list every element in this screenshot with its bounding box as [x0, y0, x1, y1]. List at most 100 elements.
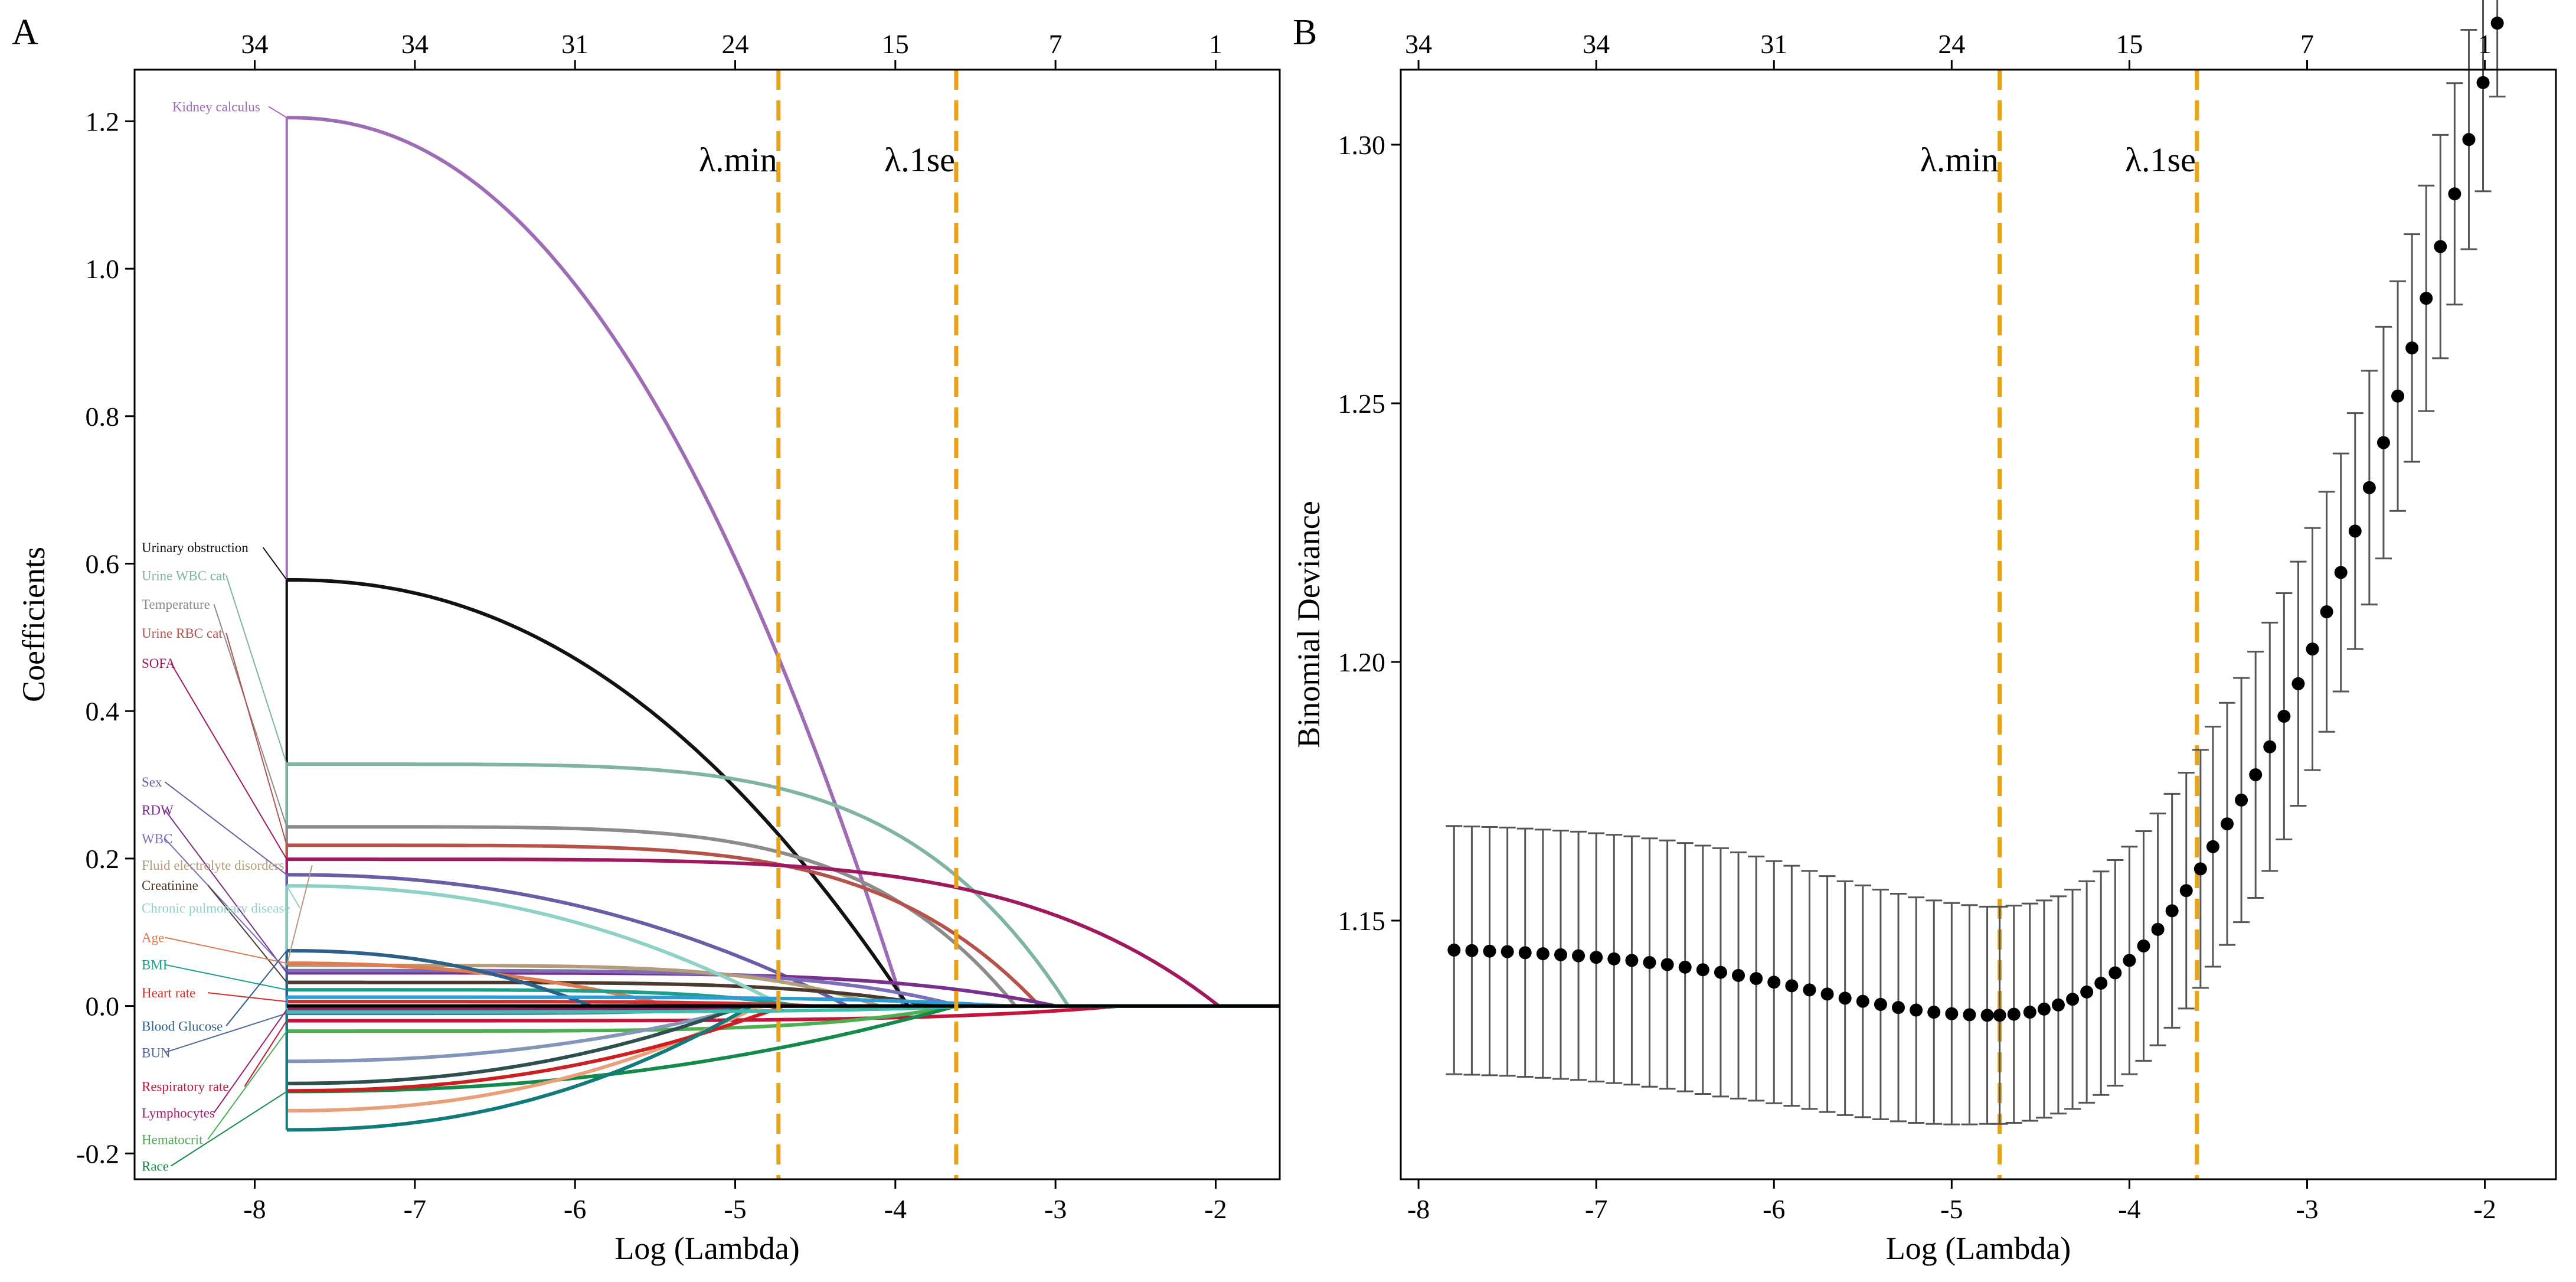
deviance-point — [1678, 960, 1692, 974]
b-x-axis-title: Log (Lambda) — [1886, 1231, 2071, 1266]
a-y-tick-label: 0.0 — [86, 991, 120, 1022]
urine-rbc-cat-path — [286, 843, 1280, 1008]
deviance-point — [2490, 17, 2504, 30]
lambda-reference-lines: λ.min λ.1se — [699, 70, 959, 1179]
deviance-point — [1607, 952, 1621, 965]
a-y-tick-label: -0.2 — [76, 1139, 119, 1169]
deviance-point — [2476, 76, 2490, 89]
b-x-tick-label: -7 — [1585, 1194, 1607, 1224]
variable-label-leader — [225, 632, 287, 846]
b-y-axis-title: Binomial Deviance — [1291, 501, 1326, 748]
deviance-point — [2165, 904, 2179, 918]
a-x-tick-label: -6 — [564, 1194, 586, 1224]
a-y-tick-label: 0.8 — [86, 402, 120, 432]
deviance-point — [2123, 954, 2136, 967]
deviance-point — [2434, 240, 2447, 253]
variable-label: Race — [142, 1159, 169, 1174]
deviance-point — [2263, 740, 2277, 753]
variable-label: Age — [142, 930, 164, 945]
deviance-point — [2320, 605, 2333, 619]
variable-label: SOFA — [142, 656, 175, 671]
coefficient-path-chart: λ.min λ.1se Kidney calculus Urinary obstru… — [16, 29, 1281, 1266]
a-y-axis-title: Coefficients — [16, 547, 51, 702]
axes-b: -8 -7 -6 -5 -4 -3 -2 34 34 31 24 15 7 1 1.15 1.20 1.25 1.… — [1291, 29, 2557, 1266]
a-top-tick-label: 15 — [882, 29, 909, 59]
a-lambda-1se-label: λ.1se — [884, 141, 955, 179]
variable-label: Kidney calculus — [172, 99, 260, 114]
a-top-tick-label: 24 — [721, 29, 748, 59]
variable-label: Urinary obstruction — [142, 540, 249, 555]
a-top-tick-label: 1 — [1209, 29, 1222, 59]
deviance-point — [2362, 481, 2376, 494]
deviance-point — [2023, 1006, 2036, 1019]
urinary-obstruction-path — [286, 578, 1280, 1008]
deviance-point — [2405, 341, 2419, 355]
deviance-point — [1696, 963, 1709, 977]
deviance-point — [1820, 987, 1834, 1001]
deviance-point — [2448, 187, 2461, 201]
deviance-point — [2348, 524, 2362, 538]
axes-a: -8 -7 -6 -5 -4 -3 -2 34 34 31 24 15 7 1 -0.2 0.0 0.2 0.4 0… — [16, 29, 1281, 1266]
a-y-tick-label: 0.4 — [86, 696, 120, 726]
variable-label-leader — [170, 663, 287, 860]
race-path — [286, 1004, 1280, 1094]
unlabeled-path — [286, 1004, 1280, 1132]
deviance-point — [2094, 976, 2108, 990]
respiratory-rate-path — [286, 1004, 1280, 1023]
deviance-point — [1501, 945, 1514, 958]
a-x-axis-title: Log (Lambda) — [614, 1231, 799, 1266]
deviance-point — [1518, 946, 1532, 960]
deviance-point — [1465, 944, 1479, 957]
deviance-point — [1803, 983, 1816, 997]
a-top-tick-label: 7 — [1049, 29, 1063, 59]
variable-label: Urine WBC cat — [142, 568, 226, 583]
variable-label: WBC — [142, 831, 172, 846]
variable-label-leader — [164, 809, 287, 974]
variable-label-leader — [171, 1091, 287, 1167]
variable-label-leader — [286, 885, 300, 909]
a-x-tick-label: -3 — [1044, 1194, 1067, 1224]
deviance-point — [2007, 1007, 2021, 1021]
b-x-tick-label: -3 — [2296, 1194, 2318, 1224]
a-top-tick-label: 31 — [561, 29, 589, 59]
b-y-tick-label: 1.20 — [1338, 647, 1386, 677]
deviance-point — [1572, 949, 1586, 963]
b-y-tick-label: 1.25 — [1338, 389, 1386, 419]
variable-label: Fluid electrolyte disorders — [142, 858, 284, 873]
panel-a-label: A — [12, 12, 38, 53]
deviance-point — [1447, 943, 1461, 957]
deviance-point — [2376, 436, 2390, 449]
variable-label: BUN — [142, 1045, 171, 1060]
variable-label-leader — [164, 937, 287, 964]
a-top-tick-label: 34 — [241, 29, 268, 59]
deviance-point — [2306, 642, 2319, 656]
a-lambda-min-label: λ.min — [699, 141, 777, 179]
variable-label-leader — [164, 1013, 287, 1053]
deviance-point — [1963, 1008, 1976, 1022]
lymphocytes-path — [286, 1004, 1280, 1012]
deviance-points — [1447, 17, 2504, 1022]
b-x-tick-label: -5 — [1940, 1194, 1963, 1224]
deviance-point — [2249, 768, 2263, 781]
b-y-tick-label: 1.30 — [1338, 130, 1386, 160]
variable-label-leader — [207, 1030, 287, 1140]
deviance-point — [1980, 1009, 1994, 1022]
deviance-point — [1750, 972, 1763, 986]
b-x-tick-label: -8 — [1407, 1194, 1430, 1224]
unlabeled-path — [286, 1004, 1280, 1014]
deviance-point — [2291, 677, 2305, 690]
deviance-point — [2151, 922, 2165, 936]
variable-label: Temperature — [142, 597, 210, 612]
panel-b-label: B — [1293, 12, 1317, 53]
unlabeled-path — [286, 1004, 1280, 1085]
chronic-pulmonary-disease-path — [286, 884, 1280, 1008]
a-top-tick-label: 34 — [401, 29, 429, 59]
a-x-tick-label: -4 — [884, 1194, 907, 1224]
deviance-point — [1945, 1007, 1959, 1020]
deviance-point — [2179, 884, 2193, 898]
a-y-tick-label: 0.6 — [86, 549, 120, 579]
sex-path — [286, 873, 1280, 1008]
b-lambda-min-label: λ.min — [1920, 141, 1999, 179]
variable-label-leader — [164, 838, 287, 971]
b-plot-frame — [1400, 68, 2557, 1180]
